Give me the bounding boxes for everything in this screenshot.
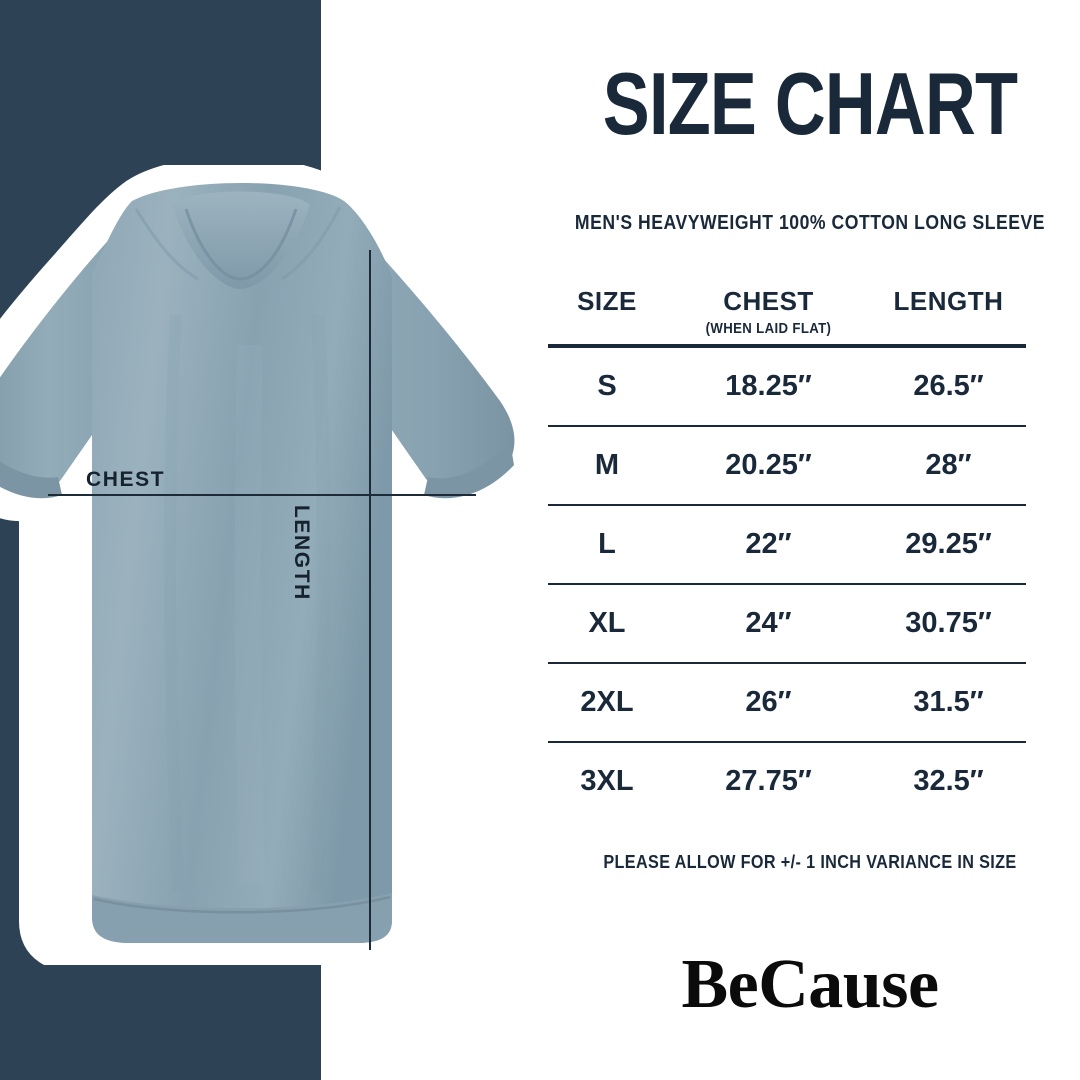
table-row: S 18.25″ 26.5″ bbox=[548, 348, 1026, 425]
table-cell-size-value: S bbox=[597, 370, 617, 402]
table-cell-size: M bbox=[548, 449, 666, 482]
table-row-divider bbox=[548, 662, 1026, 664]
variance-note: PLEASE ALLOW FOR +/- 1 INCH VARIANCE IN … bbox=[603, 852, 1017, 872]
page-title: SIZE CHART bbox=[602, 54, 1018, 153]
table-row: M 20.25″ 28″ bbox=[548, 427, 1026, 504]
column-header-chest-label: CHEST bbox=[723, 286, 814, 316]
fabric-highlight bbox=[234, 344, 265, 886]
table-cell-chest: 27.75″ bbox=[666, 765, 871, 798]
product-image-panel: CHEST LENGTH bbox=[0, 0, 540, 1080]
bottom-hem bbox=[92, 893, 392, 943]
table-cell-length-value: 31.5″ bbox=[913, 686, 984, 718]
column-header-size-label: SIZE bbox=[577, 286, 637, 316]
table-cell-chest: 26″ bbox=[666, 686, 871, 719]
table-header-rule bbox=[548, 344, 1026, 348]
column-header-length-label: LENGTH bbox=[893, 286, 1004, 316]
table-cell-chest-value: 26″ bbox=[745, 686, 792, 718]
table-cell-length: 32.5″ bbox=[871, 765, 1026, 798]
length-measure-line bbox=[369, 250, 371, 950]
table-cell-size: 3XL bbox=[548, 765, 666, 798]
table-row: 3XL 27.75″ 32.5″ bbox=[548, 743, 1026, 820]
table-cell-size: 2XL bbox=[548, 686, 666, 719]
table-row: 2XL 26″ 31.5″ bbox=[548, 664, 1026, 741]
table-cell-chest-value: 20.25″ bbox=[725, 449, 812, 481]
table-row-divider bbox=[548, 583, 1026, 585]
fabric-fold-1 bbox=[164, 314, 184, 892]
table-cell-length: 26.5″ bbox=[871, 370, 1026, 403]
table-header-row: SIZE CHEST (WHEN LAID FLAT) LENGTH bbox=[548, 282, 1026, 344]
table-row-divider bbox=[548, 504, 1026, 506]
page-subtitle: MEN'S HEAVYWEIGHT 100% COTTON LONG SLEEV… bbox=[574, 212, 1046, 234]
collar-rib bbox=[172, 191, 310, 289]
table-body: S 18.25″ 26.5″ M 20.25″ 28″ L 22″ 29.25″ XL 24″ 30.… bbox=[548, 348, 1026, 820]
table-cell-length: 29.25″ bbox=[871, 528, 1026, 561]
table-cell-size: XL bbox=[548, 607, 666, 640]
table-cell-size-value: L bbox=[598, 528, 616, 560]
left-shoulder-seam bbox=[134, 208, 199, 281]
column-header-chest-sublabel: (WHEN LAID FLAT) bbox=[705, 320, 832, 337]
table-cell-length: 30.75″ bbox=[871, 607, 1026, 640]
hem-stitch bbox=[93, 895, 391, 914]
size-chart-table: SIZE CHEST (WHEN LAID FLAT) LENGTH S 18.2… bbox=[548, 282, 1026, 820]
table-cell-size: S bbox=[548, 370, 666, 403]
table-cell-length-value: 28″ bbox=[925, 449, 972, 481]
table-cell-length-value: 30.75″ bbox=[905, 607, 992, 639]
shirt-photo bbox=[0, 165, 540, 965]
table-cell-length: 28″ bbox=[871, 449, 1026, 482]
table-cell-chest-value: 22″ bbox=[745, 528, 792, 560]
table-cell-chest-value: 24″ bbox=[745, 607, 792, 639]
table-row: L 22″ 29.25″ bbox=[548, 506, 1026, 583]
table-cell-chest: 24″ bbox=[666, 607, 871, 640]
shirt-body bbox=[92, 183, 392, 943]
collar-inner-seam bbox=[184, 208, 298, 281]
table-cell-chest-value: 18.25″ bbox=[725, 370, 812, 402]
table-cell-chest: 22″ bbox=[666, 528, 871, 561]
right-shoulder-seam bbox=[281, 206, 342, 281]
table-cell-size-value: XL bbox=[588, 607, 626, 639]
long-sleeve-shirt-illustration bbox=[0, 165, 540, 965]
table-cell-length-value: 32.5″ bbox=[913, 765, 984, 797]
table-cell-chest: 18.25″ bbox=[666, 370, 871, 403]
size-chart-panel: SIZE CHART MEN'S HEAVYWEIGHT 100% COTTON… bbox=[540, 0, 1080, 1080]
right-cuff bbox=[424, 441, 514, 499]
length-measure-label: LENGTH bbox=[290, 505, 313, 601]
fabric-fold-2 bbox=[309, 314, 331, 892]
table-cell-chest: 20.25″ bbox=[666, 449, 871, 482]
left-cuff bbox=[0, 461, 62, 499]
table-cell-size-value: 3XL bbox=[580, 765, 634, 797]
table-row-divider bbox=[548, 741, 1026, 743]
table-cell-chest-value: 27.75″ bbox=[725, 765, 812, 797]
brand-logo: BeCause bbox=[681, 946, 939, 1023]
table-cell-length-value: 26.5″ bbox=[913, 370, 984, 402]
column-header-length: LENGTH bbox=[871, 286, 1026, 317]
table-cell-size-value: M bbox=[594, 449, 620, 481]
table-cell-size: L bbox=[548, 528, 666, 561]
table-row: XL 24″ 30.75″ bbox=[548, 585, 1026, 662]
table-cell-length-value: 29.25″ bbox=[905, 528, 992, 560]
table-cell-size-value: 2XL bbox=[580, 686, 634, 718]
column-header-chest: CHEST (WHEN LAID FLAT) bbox=[666, 286, 871, 337]
table-row-divider bbox=[548, 425, 1026, 427]
table-cell-length: 31.5″ bbox=[871, 686, 1026, 719]
chest-measure-line bbox=[48, 494, 476, 496]
column-header-size: SIZE bbox=[548, 286, 666, 317]
chest-measure-label: CHEST bbox=[86, 468, 166, 491]
